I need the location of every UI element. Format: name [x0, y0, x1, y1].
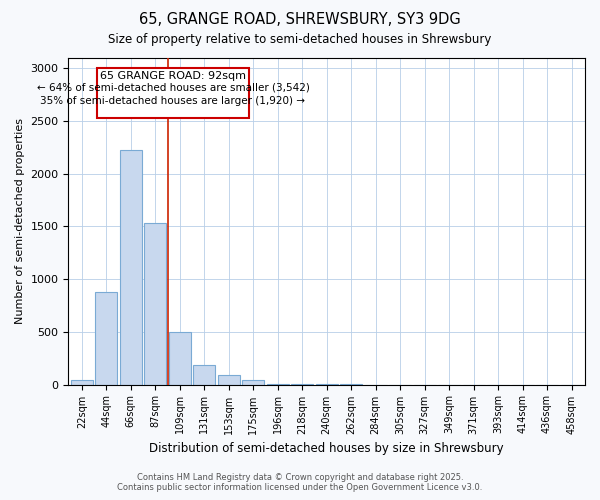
Bar	[145, 223, 166, 384]
Text: 35% of semi-detached houses are larger (1,920) →: 35% of semi-detached houses are larger (…	[40, 96, 305, 106]
Bar	[169, 332, 191, 384]
Text: 65 GRANGE ROAD: 92sqm: 65 GRANGE ROAD: 92sqm	[100, 71, 246, 81]
Text: Contains HM Land Registry data © Crown copyright and database right 2025.
Contai: Contains HM Land Registry data © Crown c…	[118, 473, 482, 492]
X-axis label: Distribution of semi-detached houses by size in Shrewsbury: Distribution of semi-detached houses by …	[149, 442, 504, 455]
Bar	[242, 380, 264, 384]
Text: Size of property relative to semi-detached houses in Shrewsbury: Size of property relative to semi-detach…	[109, 32, 491, 46]
Bar	[193, 364, 215, 384]
Bar	[71, 380, 93, 384]
Text: 65, GRANGE ROAD, SHREWSBURY, SY3 9DG: 65, GRANGE ROAD, SHREWSBURY, SY3 9DG	[139, 12, 461, 28]
Bar	[120, 150, 142, 384]
Y-axis label: Number of semi-detached properties: Number of semi-detached properties	[15, 118, 25, 324]
FancyBboxPatch shape	[97, 68, 249, 117]
Text: ← 64% of semi-detached houses are smaller (3,542): ← 64% of semi-detached houses are smalle…	[37, 83, 310, 93]
Bar	[218, 375, 240, 384]
Bar	[95, 292, 118, 384]
